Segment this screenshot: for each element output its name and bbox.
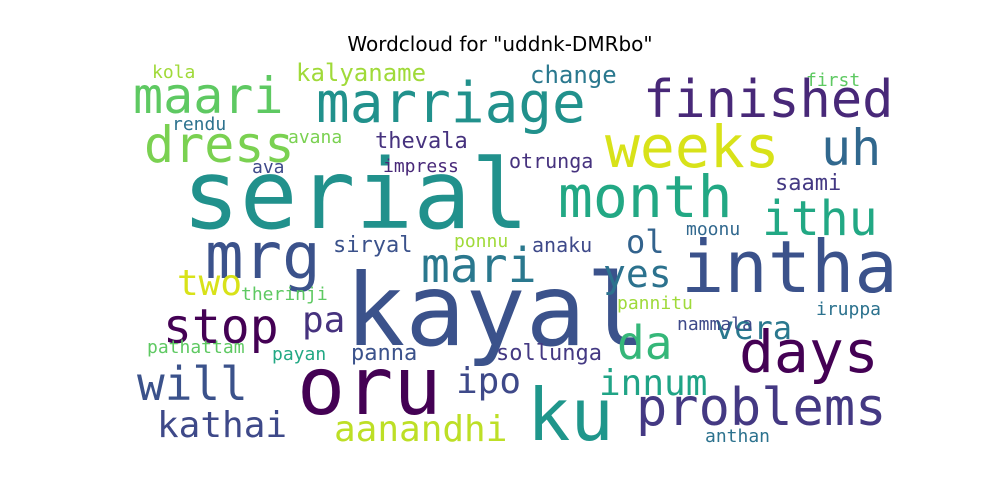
- word-kayal: kayal: [345, 252, 646, 369]
- word-siryal: siryal: [333, 233, 412, 258]
- word-problems: problems: [636, 378, 886, 438]
- word-stop: stop: [163, 299, 279, 355]
- word-payan: payan: [272, 344, 326, 365]
- word-anthan: anthan: [705, 426, 770, 447]
- word-avana: avana: [288, 127, 342, 148]
- word-change: change: [530, 61, 617, 89]
- word-ipo: ipo: [456, 361, 521, 402]
- word-impress: impress: [383, 156, 459, 177]
- word-iruppa: iruppa: [816, 299, 881, 320]
- word-mari: mari: [421, 238, 537, 294]
- word-first: first: [806, 70, 860, 91]
- word-serial: serial: [182, 139, 529, 251]
- word-ku: ku: [527, 373, 614, 457]
- word-ithu: ithu: [762, 191, 878, 247]
- word-vera: vera: [715, 309, 792, 347]
- word-intha: intha: [681, 225, 898, 309]
- word-ol: ol: [626, 223, 665, 261]
- word-finished: finished: [643, 70, 893, 130]
- word-marriage: marriage: [316, 71, 586, 136]
- word-anaku: anaku: [532, 233, 592, 257]
- word-rendu: rendu: [172, 114, 226, 135]
- word-sollunga: sollunga: [496, 341, 602, 366]
- word-month: month: [558, 163, 733, 231]
- word-pathattam: pathattam: [147, 337, 245, 358]
- word-mrg: mrg: [205, 220, 321, 294]
- word-aanandhi: aanandhi: [334, 409, 507, 450]
- word-nammala: nammala: [677, 314, 753, 335]
- word-will: will: [137, 357, 248, 411]
- word-kalyaname: kalyaname: [296, 59, 426, 87]
- word-thevala: thevala: [375, 129, 468, 154]
- word-pa: pa: [302, 300, 345, 341]
- word-therinji: therinji: [241, 284, 328, 305]
- word-saami: saami: [775, 171, 841, 196]
- word-ava: ava: [252, 157, 285, 178]
- word-days: days: [739, 318, 879, 386]
- word-pannitu: pannitu: [617, 293, 693, 314]
- word-maari: maari: [133, 67, 284, 125]
- word-da: da: [617, 316, 672, 370]
- word-yes: yes: [603, 252, 672, 296]
- word-uh: uh: [821, 119, 881, 177]
- word-ponnu: ponnu: [454, 231, 508, 252]
- word-weeks: weeks: [605, 113, 780, 181]
- word-innum: innum: [599, 363, 707, 404]
- word-kathai: kathai: [157, 405, 287, 446]
- word-moonu: moonu: [686, 219, 740, 240]
- word-dress: dress: [144, 116, 295, 174]
- word-two: two: [177, 263, 242, 304]
- word-kola: kola: [152, 62, 195, 83]
- chart-title: Wordcloud for "uddnk-DMRbo": [347, 32, 653, 56]
- word-oru: oru: [297, 340, 442, 433]
- word-panna: panna: [351, 341, 417, 366]
- word-otrunga: otrunga: [509, 149, 593, 173]
